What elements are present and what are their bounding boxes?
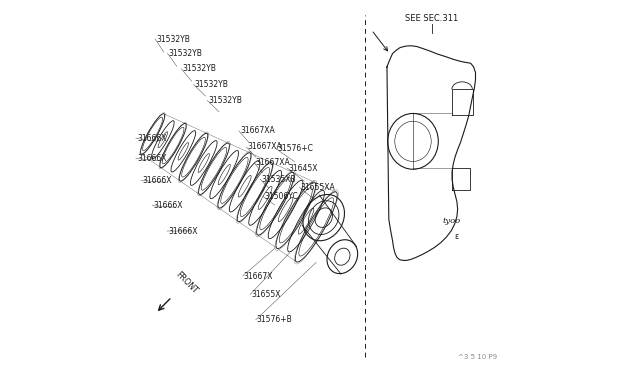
Text: SEE SEC.311: SEE SEC.311	[405, 14, 458, 23]
Text: 31667XA: 31667XA	[248, 142, 282, 151]
Text: 31666X: 31666X	[168, 227, 198, 236]
Text: 31666X: 31666X	[137, 134, 166, 143]
Text: 31532YB: 31532YB	[209, 96, 243, 105]
Text: 31667X: 31667X	[244, 272, 273, 280]
Text: 31666X: 31666X	[154, 201, 183, 210]
Text: 31535XB: 31535XB	[261, 175, 296, 184]
Text: 31506YC: 31506YC	[264, 192, 298, 201]
Text: 31667XA: 31667XA	[255, 158, 290, 167]
Text: 31576+C: 31576+C	[277, 144, 313, 153]
Text: 31576+B: 31576+B	[257, 315, 292, 324]
Text: 31666X: 31666X	[142, 176, 172, 185]
Text: ε: ε	[455, 232, 459, 241]
Text: 31532YB: 31532YB	[195, 80, 228, 89]
Text: 31667XA: 31667XA	[240, 126, 275, 135]
Text: 31532YB: 31532YB	[168, 49, 202, 58]
Text: FRONT: FRONT	[173, 270, 199, 295]
Text: 31655XA: 31655XA	[301, 183, 335, 192]
Text: 31655X: 31655X	[251, 290, 281, 299]
Text: 31666X: 31666X	[137, 154, 166, 163]
Text: 31645X: 31645X	[289, 164, 318, 173]
Text: ^3 5 10 P9: ^3 5 10 P9	[458, 354, 497, 360]
Text: 31532YB: 31532YB	[182, 64, 216, 73]
Text: 31532YB: 31532YB	[156, 35, 190, 44]
Text: tyoo: tyoo	[443, 217, 461, 225]
